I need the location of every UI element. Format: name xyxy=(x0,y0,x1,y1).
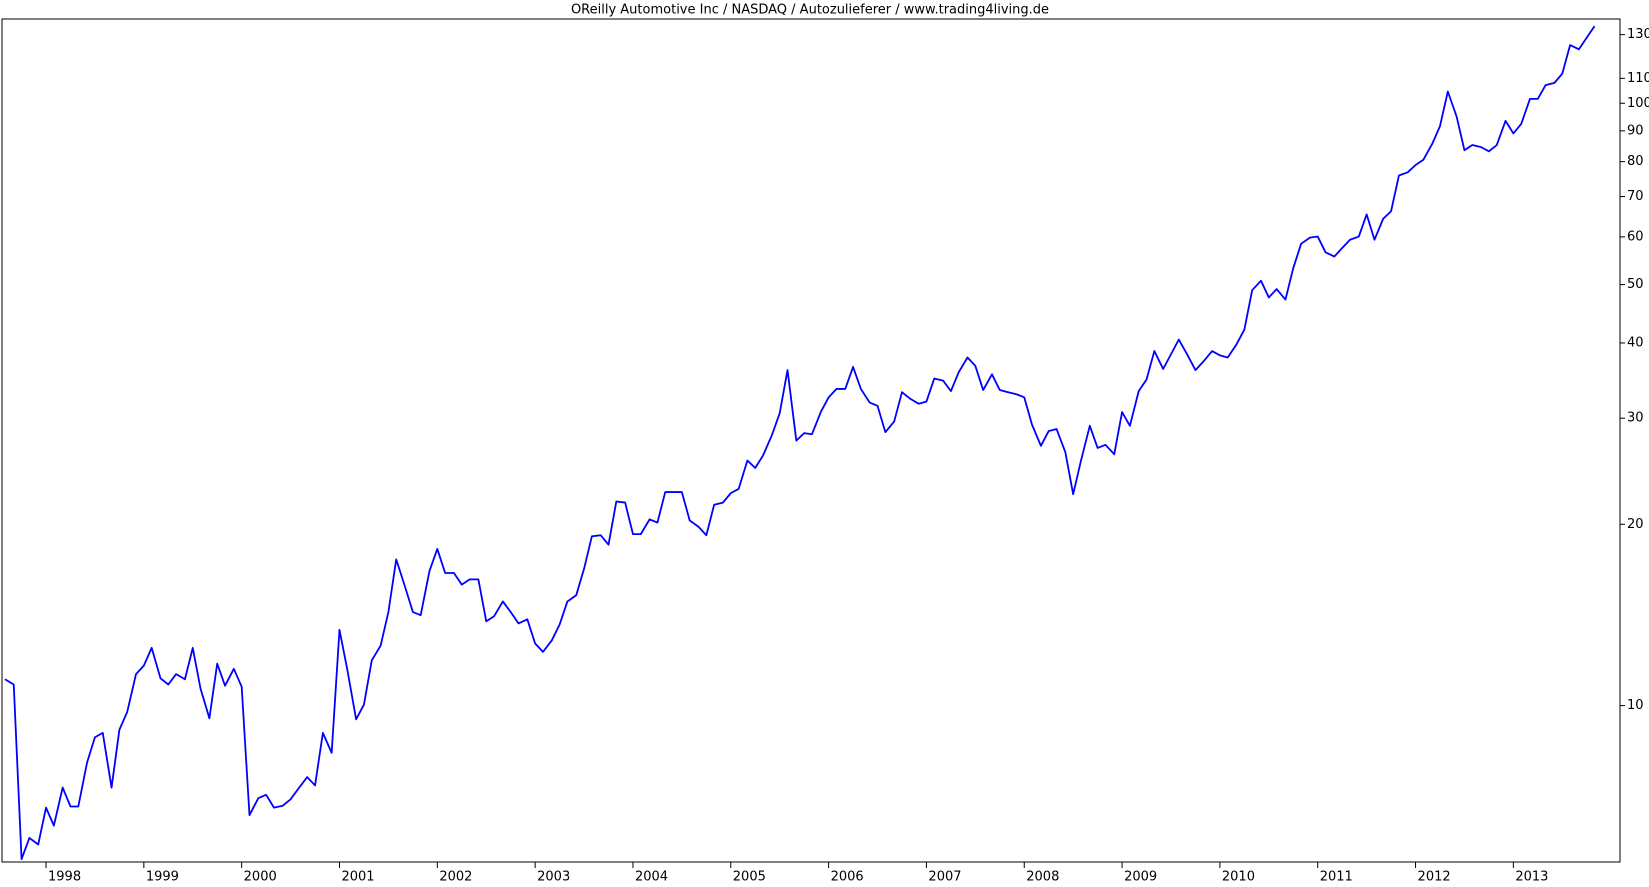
x-tick-label: 2002 xyxy=(439,870,472,885)
y-tick-label: 50 xyxy=(1627,277,1644,292)
x-tick-label: 2003 xyxy=(537,870,570,885)
x-tick-label: 2013 xyxy=(1515,870,1548,885)
x-tick-label: 2011 xyxy=(1320,870,1353,885)
y-tick-label: 110 xyxy=(1627,71,1649,86)
y-tick-label: 100 xyxy=(1627,96,1649,111)
y-tick-label: 90 xyxy=(1627,123,1644,138)
x-tick-label: 2008 xyxy=(1026,870,1059,885)
x-tick-label: 1998 xyxy=(48,870,81,885)
x-tick-label: 1999 xyxy=(146,870,179,885)
y-tick-label: 80 xyxy=(1627,154,1644,169)
x-tick-label: 2005 xyxy=(733,870,766,885)
x-tick-label: 2001 xyxy=(341,870,374,885)
x-tick-label: 2007 xyxy=(928,870,961,885)
y-tick-label: 60 xyxy=(1627,229,1644,244)
x-tick-label: 2009 xyxy=(1124,870,1157,885)
x-tick-label: 2006 xyxy=(831,870,864,885)
x-tick-label: 2010 xyxy=(1222,870,1255,885)
x-tick-label: 2004 xyxy=(635,870,668,885)
price-line xyxy=(4,25,1596,861)
x-tick-label: 2000 xyxy=(244,870,277,885)
y-tick-label: 40 xyxy=(1627,335,1644,350)
y-tick-label: 70 xyxy=(1627,189,1644,204)
plot-frame xyxy=(1,18,1621,863)
y-tick-label: 30 xyxy=(1627,411,1644,426)
y-tick-label: 130 xyxy=(1627,27,1649,42)
y-tick-label: 10 xyxy=(1627,698,1644,713)
y-tick-label: 20 xyxy=(1627,517,1644,532)
x-tick-label: 2012 xyxy=(1418,870,1451,885)
chart-title: OReilly Automotive Inc / NASDAQ / Autozu… xyxy=(571,3,1049,18)
